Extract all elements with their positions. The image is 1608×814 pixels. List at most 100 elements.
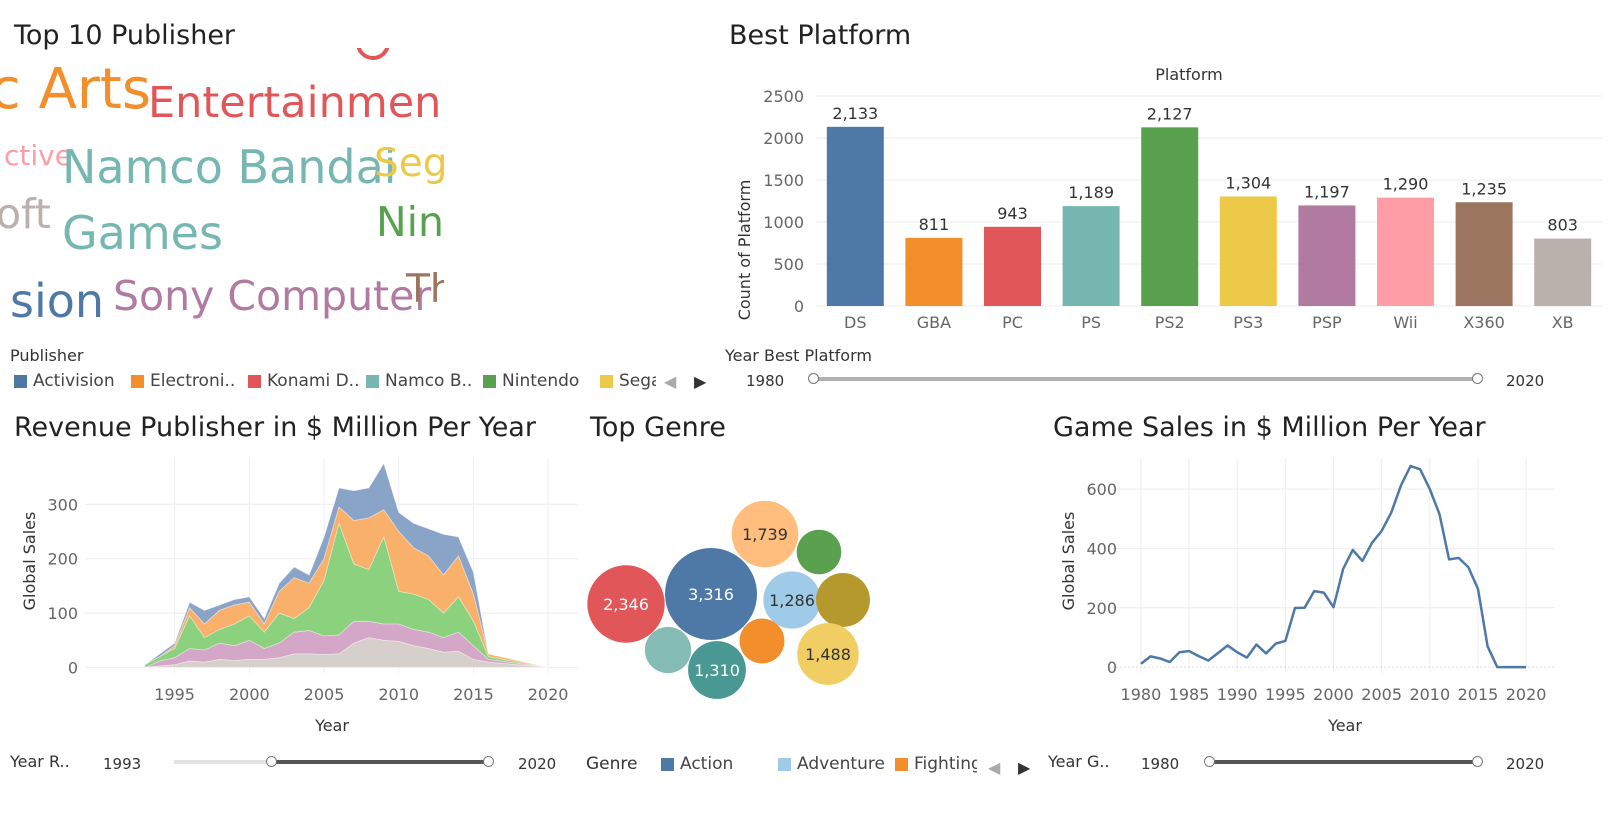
bar-ps2[interactable] — [1141, 127, 1199, 306]
x-tick-label: Wii — [1393, 313, 1417, 332]
x-tick-label: PSP — [1312, 313, 1342, 332]
revenue-year-slider-track[interactable] — [270, 760, 488, 764]
word-division-fragment[interactable]: sion — [10, 274, 105, 328]
y-tick-label: 300 — [47, 495, 78, 514]
platform-header: Platform — [1155, 65, 1222, 84]
platform-y-axis-title: Count of Platform — [735, 180, 754, 321]
sales-year-min: 1980 — [1141, 755, 1180, 773]
bar-value-label: 1,304 — [1225, 173, 1271, 192]
legend-item-sega[interactable]: Sega — [600, 371, 656, 391]
platform-year-slider-max-handle[interactable] — [1472, 373, 1483, 384]
legend-label: Activision — [33, 371, 115, 391]
legend-item-electronic-arts[interactable]: Electroni.. — [131, 371, 235, 391]
publisher-panel-title: Top 10 Publisher — [14, 20, 236, 51]
x-tick-label: 2015 — [1458, 685, 1499, 704]
legend-item-activision[interactable]: Activision — [14, 371, 115, 391]
y-tick-label: 2500 — [763, 87, 804, 106]
x-tick-label: 1995 — [154, 685, 195, 704]
genre-bubble[interactable] — [731, 500, 799, 568]
genre-panel-title: Top Genre — [590, 412, 726, 443]
platform-year-filter-title: Year Best Platform — [725, 346, 872, 365]
sales-year-filter-title: Year G.. — [1048, 752, 1110, 771]
legend-item-nintendo[interactable]: Nintendo — [483, 371, 579, 391]
bar-x360[interactable] — [1455, 202, 1513, 306]
genre-bubble[interactable] — [816, 573, 870, 627]
genre-legend-title: Genre — [586, 754, 638, 774]
genre-bubble[interactable] — [688, 641, 746, 699]
bar-gba[interactable] — [905, 237, 963, 306]
bar-wii[interactable] — [1377, 197, 1434, 306]
area-series-0[interactable] — [144, 637, 549, 668]
legend-label: Nintendo — [502, 371, 580, 391]
y-tick-label: 400 — [1086, 539, 1117, 558]
x-tick-label: XB — [1552, 313, 1574, 332]
revenue-y-ticks: 0 100 200 300 — [47, 495, 78, 677]
word-games[interactable]: Games — [62, 206, 223, 260]
y-tick-label: 600 — [1086, 480, 1117, 499]
bar-ps3[interactable] — [1219, 196, 1277, 306]
area-series-2[interactable] — [144, 521, 549, 668]
word-namco-bandai[interactable]: Namco Bandai — [62, 140, 397, 194]
legend-label: Konami D.. — [267, 371, 360, 391]
legend-label: Fighting — [914, 754, 977, 774]
word-activision-fragment[interactable]: ctive — [4, 139, 72, 172]
bar-xb[interactable] — [1534, 238, 1592, 306]
x-tick-label: 2015 — [453, 685, 494, 704]
sales-series-line[interactable] — [1140, 464, 1527, 669]
word-sega[interactable]: Seg — [374, 141, 444, 186]
genre-bubble[interactable] — [665, 548, 757, 640]
word-thq[interactable]: Th — [406, 267, 444, 312]
y-tick-label: 200 — [1086, 599, 1117, 618]
sales-year-slider-min-handle[interactable] — [1204, 756, 1215, 767]
bar-psp[interactable] — [1298, 205, 1356, 306]
revenue-year-slider-min-handle[interactable] — [266, 756, 277, 767]
sales-year-slider-track[interactable] — [1208, 760, 1478, 764]
revenue-year-slider-track-inactive — [174, 760, 270, 764]
genre-bubble[interactable] — [587, 565, 665, 643]
revenue-area-chart: Global Sales Year 0 100 200 300 1995 2000 200… — [20, 458, 578, 735]
platform-x-ticks: DS GBA PC PS PS2 PS3 PSP Wii X360 XB — [844, 313, 1574, 332]
legend-swatch — [366, 374, 379, 388]
genre-bubble[interactable] — [797, 623, 859, 685]
y-tick-label: 1000 — [763, 213, 804, 232]
platform-y-ticks: 0 500 1000 1500 2000 2500 — [763, 87, 804, 316]
genre-legend-prev-arrow[interactable]: ◀ — [988, 758, 1001, 777]
bar-pc[interactable] — [984, 226, 1041, 306]
word-nintendo[interactable]: Nin — [376, 198, 444, 246]
revenue-year-max: 2020 — [518, 755, 557, 773]
y-tick-label: 0 — [1107, 658, 1117, 677]
word-microsoft-fragment[interactable]: oft — [0, 190, 51, 238]
x-tick-label: PS2 — [1155, 313, 1185, 332]
platform-year-slider-min-handle[interactable] — [808, 373, 819, 384]
sales-year-slider-max-handle[interactable] — [1472, 756, 1483, 767]
legend-item-fighting[interactable]: Fighting — [895, 754, 977, 774]
x-tick-label: 2000 — [229, 685, 270, 704]
legend-item-action[interactable]: Action — [661, 754, 733, 774]
genre-bubble-label: 3,316 — [688, 585, 734, 604]
bar-ds[interactable] — [826, 126, 884, 306]
revenue-x-ticks: 1995 2000 2005 2010 2015 2020 — [154, 685, 568, 704]
bar-ps[interactable] — [1062, 206, 1120, 306]
bar-value-label: 1,189 — [1068, 183, 1114, 202]
word-sony-computer[interactable]: Sony Computer — [113, 272, 432, 320]
legend-next-arrow[interactable]: ▶ — [694, 372, 707, 391]
genre-bubble[interactable] — [796, 529, 842, 575]
platform-year-slider-track[interactable] — [812, 377, 1478, 381]
legend-label: Namco B.. — [385, 371, 473, 391]
x-tick-label: GBA — [917, 313, 951, 332]
word-electronic-arts[interactable]: c Arts — [0, 57, 152, 122]
word-entertainment[interactable]: Entertainmen — [148, 78, 442, 128]
legend-item-adventure[interactable]: Adventure — [778, 754, 885, 774]
x-tick-label: X360 — [1463, 313, 1505, 332]
legend-swatch — [14, 374, 27, 388]
sales-year-max: 2020 — [1506, 755, 1545, 773]
legend-item-konami[interactable]: Konami D.. — [248, 371, 359, 391]
legend-prev-arrow[interactable]: ◀ — [664, 372, 677, 391]
genre-bubble[interactable] — [644, 626, 692, 674]
revenue-year-slider-max-handle[interactable] — [483, 756, 494, 767]
genre-bubble[interactable] — [763, 571, 821, 629]
legend-swatch — [600, 374, 613, 388]
genre-bubble[interactable] — [739, 618, 785, 664]
legend-item-namco[interactable]: Namco B.. — [366, 371, 472, 391]
genre-legend-next-arrow[interactable]: ▶ — [1018, 758, 1031, 777]
